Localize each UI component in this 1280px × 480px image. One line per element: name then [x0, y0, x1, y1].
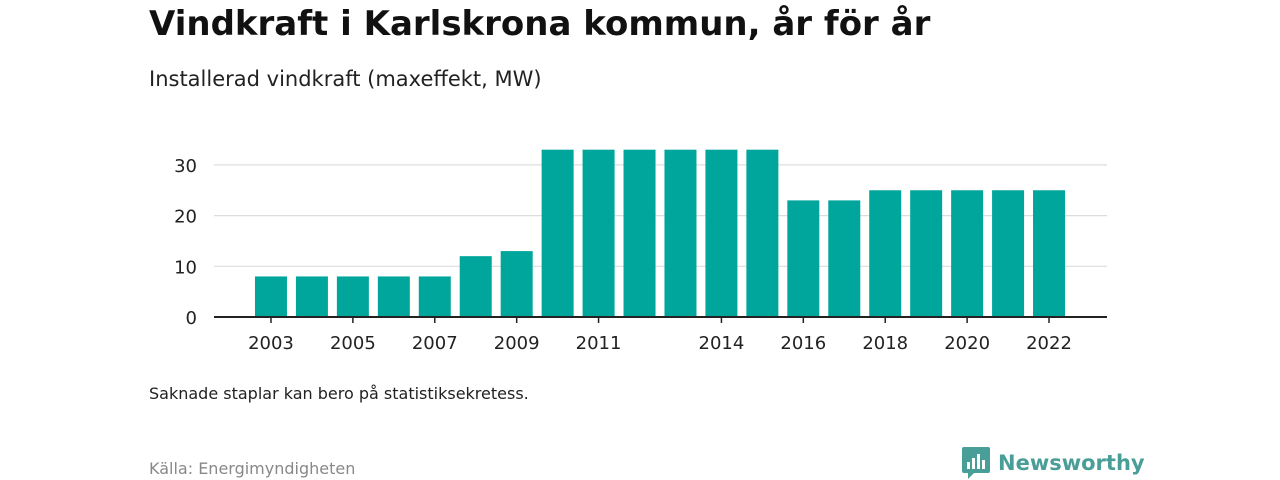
- bar-2006: [377, 276, 410, 317]
- x-tick-label: 2022: [1026, 333, 1072, 354]
- bar-2012: [623, 149, 656, 317]
- y-tick-label: 10: [174, 257, 197, 278]
- bar-2014: [705, 149, 738, 317]
- footnote: Saknade staplar kan bero på statistiksek…: [149, 384, 529, 403]
- chart-subtitle: Installerad vindkraft (maxeffekt, MW): [149, 67, 542, 91]
- bar-2021: [992, 190, 1025, 317]
- bar-chart-logo-icon: [962, 447, 990, 479]
- bar-2004: [295, 276, 328, 317]
- chart-title: Vindkraft i Karlskrona kommun, år för år: [149, 4, 931, 44]
- x-tick-label: 2011: [576, 333, 622, 354]
- x-tick-label: 2016: [780, 333, 826, 354]
- bar-2011: [582, 149, 615, 317]
- brand-name: Newsworthy: [998, 451, 1145, 475]
- bar-2020: [951, 190, 984, 317]
- y-tick-label: 0: [186, 308, 197, 329]
- bar-2003: [254, 276, 287, 317]
- x-tick-label: 2009: [494, 333, 540, 354]
- bar-2017: [828, 200, 861, 317]
- bars: [254, 149, 1066, 317]
- brand-logo: Newsworthy: [962, 446, 1145, 480]
- bar-2022: [1033, 190, 1066, 317]
- axes: 0 10 20 30 2003 2005 2007 2009 2011 2014 2016 2018 2…: [174, 156, 1107, 354]
- x-tick-label: 2005: [330, 333, 376, 354]
- y-tick-label: 30: [174, 156, 197, 177]
- bar-2010: [541, 149, 574, 317]
- y-tick-label: 20: [174, 207, 197, 228]
- bar-2007: [418, 276, 451, 317]
- bar-2018: [869, 190, 902, 317]
- x-tick-label: 2007: [412, 333, 458, 354]
- bar-2013: [664, 149, 697, 317]
- x-tick-label: 2018: [862, 333, 908, 354]
- x-tick-label: 2020: [944, 333, 990, 354]
- bar-2015: [746, 149, 779, 317]
- bar-2005: [336, 276, 369, 317]
- x-tick-label: 2003: [248, 333, 294, 354]
- x-tick-label: 2014: [699, 333, 745, 354]
- source-note: Källa: Energimyndigheten: [149, 459, 356, 478]
- bar-2008: [459, 256, 492, 317]
- bar-2009: [500, 251, 533, 317]
- bar-2019: [910, 190, 943, 317]
- bar-chart: 0 10 20 30 2003 2005 2007 2009 2011 2014 2016 2018 2…: [174, 149, 1107, 354]
- bar-2016: [787, 200, 820, 317]
